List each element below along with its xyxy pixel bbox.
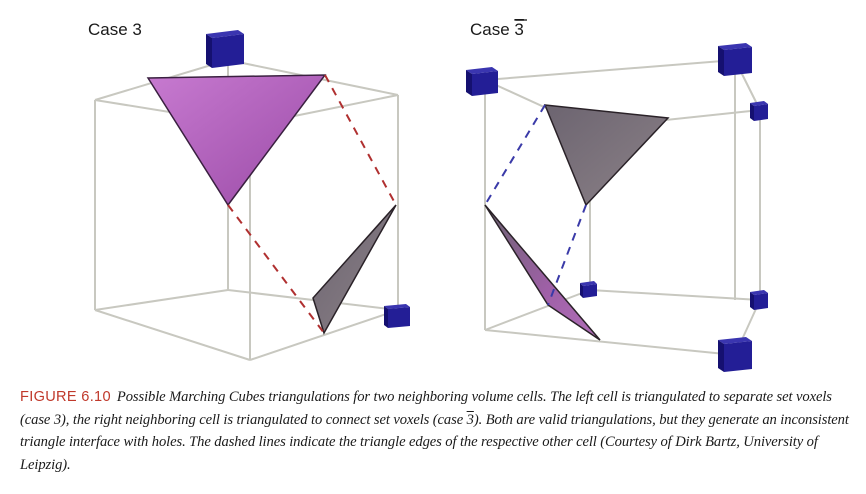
figure-caption: FIGURE 6.10 Possible Marching Cubes trian… <box>20 386 852 476</box>
right-voxel-lower-right <box>750 290 768 310</box>
left-case-title: Case 3 <box>88 20 142 39</box>
caption-text-before: Possible Marching Cubes triangulations f… <box>20 389 832 428</box>
left-gray-triangle <box>312 204 397 335</box>
marching-cubes-figure: Case 3 Case 3 <box>88 19 768 372</box>
left-voxel-top <box>206 30 244 68</box>
right-voxel-top-left <box>466 67 498 96</box>
right-cube-edges <box>484 59 761 356</box>
left-pink-triangle <box>146 74 327 207</box>
right-upper-triangle <box>543 104 670 207</box>
right-lower-triangle <box>484 204 601 341</box>
figure-label: FIGURE 6.10 <box>20 389 111 405</box>
right-dashed-edges <box>484 104 587 306</box>
caption-text-after: ). Both are valid triangulations, but th… <box>20 411 849 473</box>
right-voxel-bottom <box>718 337 752 372</box>
right-voxel-top-right <box>718 43 752 76</box>
right-voxel-center <box>580 281 597 298</box>
right-voxel-mid-right <box>750 101 768 121</box>
left-voxel-bottom <box>384 304 410 328</box>
right-case-title: Case 3 <box>470 20 524 39</box>
left-dashed-edges <box>227 74 397 334</box>
right-cell <box>466 43 768 372</box>
right-case-overbar-digit: 3 <box>514 20 523 39</box>
caption-overbar-digit: 3 <box>466 411 474 428</box>
left-cell <box>94 30 410 361</box>
